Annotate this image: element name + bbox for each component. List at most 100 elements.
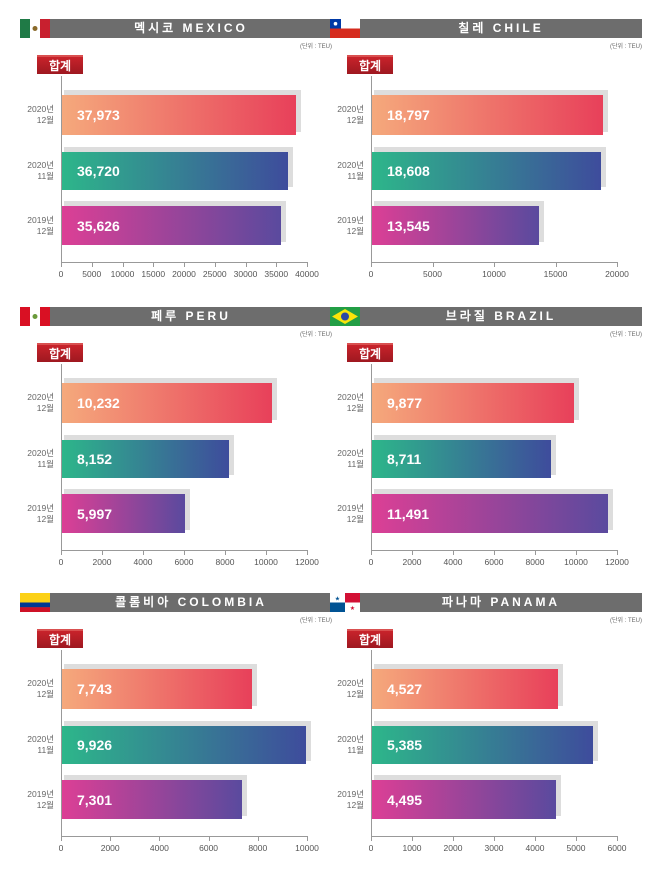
y-axis bbox=[371, 364, 372, 551]
bar: 9,926 bbox=[62, 726, 307, 764]
bar-value-label: 8,711 bbox=[387, 451, 422, 467]
x-tick-label: 8000 bbox=[525, 557, 545, 567]
x-tick bbox=[412, 836, 413, 841]
bar-value-label: 7,301 bbox=[77, 791, 113, 808]
category-label: 2020년 12월 bbox=[20, 678, 54, 700]
category-month: 12월 bbox=[346, 799, 364, 810]
x-tick bbox=[576, 836, 577, 841]
unit-label: (단위 : TEU) bbox=[299, 332, 332, 338]
x-tick-label: 4000 bbox=[133, 557, 153, 567]
bar-value-label: 7,743 bbox=[77, 681, 113, 697]
category-year: 2020년 bbox=[27, 104, 54, 114]
bar: 7,301 bbox=[62, 780, 242, 819]
x-tick bbox=[617, 836, 618, 841]
x-tick-label: 2000 bbox=[402, 557, 422, 567]
total-badge: 합계 bbox=[347, 343, 393, 362]
unit-label: (단위 : TEU) bbox=[609, 618, 642, 624]
x-tick-label: 6000 bbox=[199, 843, 219, 853]
total-badge: 합계 bbox=[37, 629, 83, 648]
category-month: 12월 bbox=[36, 225, 54, 236]
chart-panel-peru: 페루 PERU (단위 : TEU) 합계 0 2000 4000 6000 8000 1… bbox=[20, 307, 332, 595]
category-year: 2020년 bbox=[337, 448, 364, 458]
title-bar bbox=[330, 19, 642, 38]
x-tick-label: 6000 bbox=[484, 557, 504, 567]
x-tick-label: 0 bbox=[58, 843, 64, 853]
x-tick-label: 5000 bbox=[566, 843, 586, 853]
title-bar bbox=[20, 307, 332, 326]
svg-text:★: ★ bbox=[335, 596, 340, 603]
bar: 37,973 bbox=[62, 95, 296, 135]
bar: 10,232 bbox=[62, 383, 272, 423]
category-year: 2020년 bbox=[27, 678, 54, 688]
x-tick-label: 12000 bbox=[605, 557, 629, 567]
category-label: 2019년 12월 bbox=[20, 215, 54, 237]
chart-panel-chile: 칠레 CHILE (단위 : TEU) 합계 0 5000 10000 15000 20… bbox=[330, 19, 642, 307]
bar-value-label: 10,232 bbox=[77, 395, 120, 411]
category-label: 2020년 11월 bbox=[20, 160, 54, 182]
x-tick-label: 30000 bbox=[233, 269, 258, 279]
x-tick bbox=[225, 550, 226, 555]
bar: 18,608 bbox=[372, 152, 601, 190]
x-tick bbox=[494, 262, 495, 267]
y-axis bbox=[61, 76, 62, 263]
mexico-flag-icon bbox=[20, 19, 50, 38]
x-tick-label: 10000 bbox=[564, 557, 588, 567]
x-tick-label: 10000 bbox=[254, 557, 278, 567]
category-month: 11월 bbox=[347, 459, 364, 469]
x-tick bbox=[371, 836, 372, 841]
category-month: 11월 bbox=[37, 459, 54, 469]
bar-value-label: 8,152 bbox=[77, 451, 113, 467]
bar: 13,545 bbox=[372, 206, 539, 245]
panama-flag-icon: ★ ★ bbox=[330, 593, 360, 612]
bar-value-label: 36,720 bbox=[77, 163, 120, 179]
x-axis bbox=[61, 836, 308, 837]
category-year: 2020년 bbox=[337, 104, 364, 114]
x-tick-label: 15000 bbox=[543, 269, 568, 279]
bar-value-label: 37,973 bbox=[77, 107, 120, 123]
category-label: 2019년 12월 bbox=[330, 503, 364, 525]
x-tick-label: 20000 bbox=[172, 269, 196, 279]
x-tick bbox=[159, 836, 161, 841]
bar: 8,711 bbox=[372, 440, 551, 478]
bar-value-label: 13,545 bbox=[387, 217, 430, 234]
x-tick bbox=[214, 262, 216, 267]
x-tick-label: 0 bbox=[58, 269, 64, 279]
x-tick-label: 35000 bbox=[264, 269, 289, 279]
chart-title: 콜롬비아 COLOMBIA bbox=[115, 595, 267, 609]
x-tick bbox=[412, 550, 413, 555]
bar: 5,997 bbox=[62, 494, 185, 533]
bar-value-label: 18,608 bbox=[387, 163, 430, 179]
x-tick-label: 8000 bbox=[215, 557, 235, 567]
x-tick-label: 2000 bbox=[100, 843, 120, 853]
x-tick bbox=[494, 836, 495, 841]
category-year: 2019년 bbox=[337, 788, 364, 799]
bar: 5,385 bbox=[372, 726, 593, 764]
category-month: 11월 bbox=[347, 745, 364, 755]
x-tick bbox=[307, 550, 308, 555]
x-tick-label: 12000 bbox=[295, 557, 319, 567]
chart-title: 파나마 PANAMA bbox=[441, 595, 561, 609]
bar-value-label: 4,527 bbox=[387, 681, 423, 697]
chart-title: 멕시코 MEXICO bbox=[134, 21, 248, 35]
category-year: 2020년 bbox=[27, 160, 54, 170]
title-bar bbox=[20, 19, 332, 38]
chart-panel-colombia: 콜롬비아 COLOMBIA (단위 : TEU) 합계 0 2000 4000 600… bbox=[20, 593, 332, 881]
chart-panel-brazil: 브라질 BRAZIL (단위 : TEU) 합계 0 2000 4000 6000 80… bbox=[330, 307, 642, 595]
chart-title: 칠레 CHILE bbox=[458, 21, 544, 35]
bar: 11,491 bbox=[372, 494, 608, 533]
x-tick-label: 0 bbox=[368, 557, 374, 567]
x-tick bbox=[617, 550, 618, 555]
x-tick bbox=[266, 550, 267, 555]
x-tick bbox=[143, 550, 144, 555]
bar: 36,720 bbox=[62, 152, 288, 190]
category-month: 12월 bbox=[346, 513, 364, 524]
x-tick bbox=[576, 550, 577, 555]
category-year: 2019년 bbox=[337, 502, 364, 513]
x-tick bbox=[494, 550, 495, 555]
category-label: 2019년 12월 bbox=[330, 789, 364, 811]
x-tick bbox=[153, 262, 155, 267]
category-month: 12월 bbox=[36, 403, 54, 413]
category-label: 2020년 12월 bbox=[330, 392, 364, 414]
category-label: 2019년 12월 bbox=[20, 789, 54, 811]
chart-title: 브라질 BRAZIL bbox=[445, 309, 557, 323]
